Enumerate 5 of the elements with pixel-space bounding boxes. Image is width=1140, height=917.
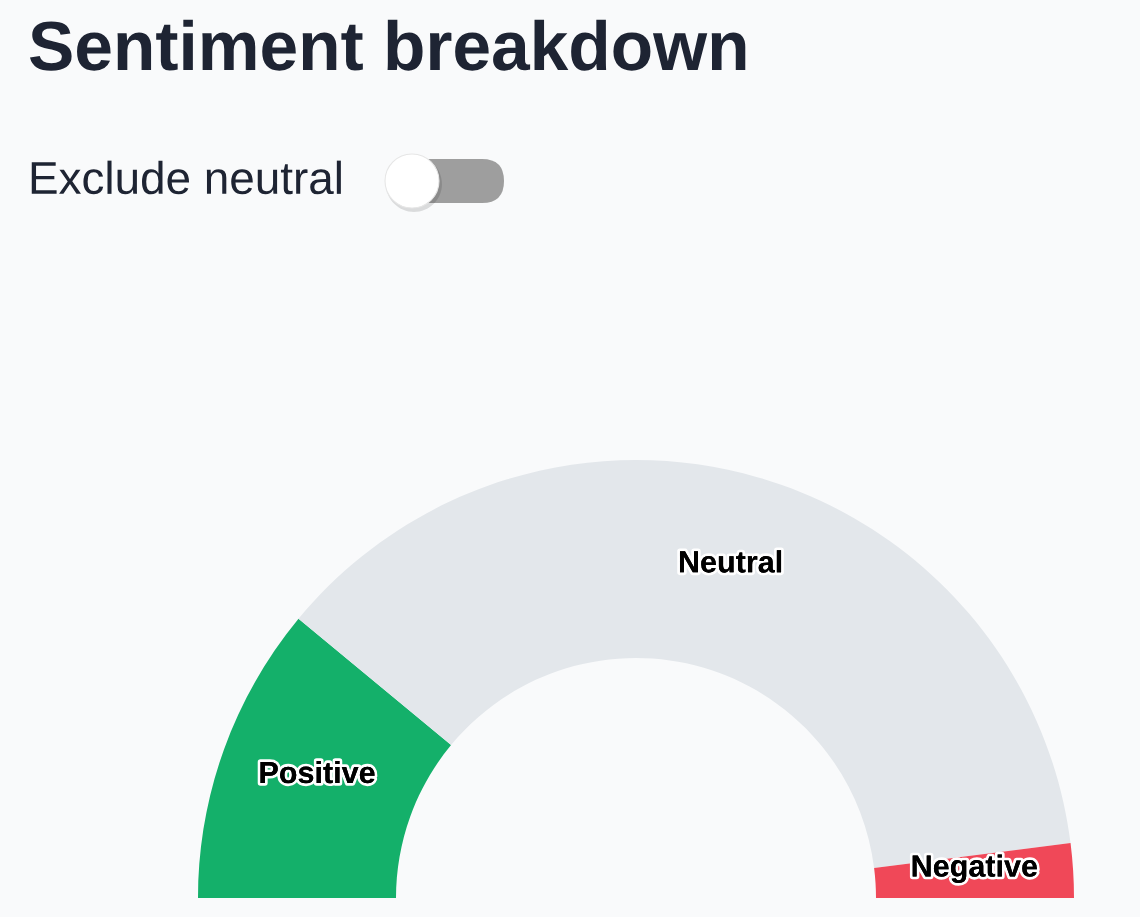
text: Exclude neutral <box>31 160 341 195</box>
slice-label: Positive <box>260 760 375 784</box>
slice-label: Neutral <box>679 550 782 573</box>
slice-label: Negative <box>912 854 1037 884</box>
chart-title: Sentiment breakdown <box>30 19 746 71</box>
